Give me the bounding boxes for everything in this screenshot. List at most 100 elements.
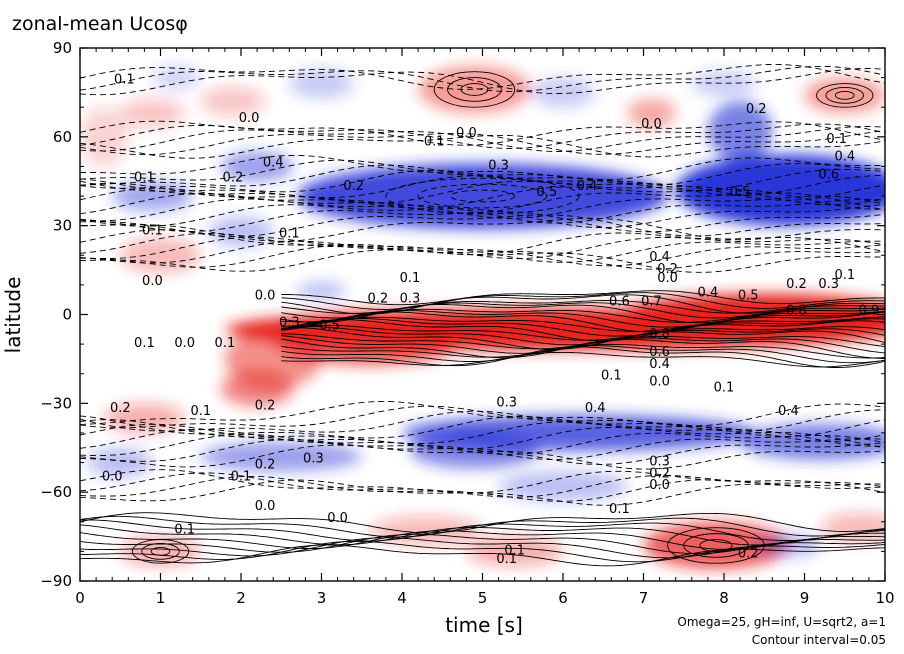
contour-label: 0.1	[142, 224, 163, 239]
contour-label: 0.1	[424, 135, 445, 150]
contour-positive	[281, 338, 885, 359]
contour-negative	[80, 182, 885, 210]
contour-negative	[80, 217, 885, 242]
x-tick-label: 6	[558, 589, 568, 607]
contour-label: 0.5	[319, 318, 340, 333]
contour-labels: 0.10.00.20.40.10.1 0.10.00.10.20.30.5 0.40…	[102, 73, 879, 568]
positive-anomaly	[627, 98, 676, 128]
positive-anomaly	[820, 512, 885, 543]
contour-label: 0.1	[834, 268, 855, 283]
contour-label: 0.1	[714, 381, 735, 396]
contour-ring	[667, 527, 765, 564]
x-tick-label: 4	[397, 589, 407, 607]
contour-label: 0.1	[215, 336, 236, 351]
contour-label: 0.4	[263, 155, 284, 170]
contour-label: 0.1	[601, 369, 622, 384]
contour-negative	[80, 120, 885, 146]
contour-negative	[80, 400, 885, 427]
contour-label: 0.1	[496, 552, 517, 567]
contour-label: 0.0	[174, 336, 195, 351]
contour-negative	[80, 203, 885, 228]
contour-label: 0.2	[255, 398, 276, 413]
contour-negative	[80, 229, 885, 256]
contour-label: 0.1	[609, 502, 630, 517]
contour-label: 0.4	[577, 179, 598, 194]
negative-anomaly	[200, 441, 362, 472]
contour-ring	[385, 177, 580, 215]
contour-lines	[80, 63, 885, 567]
contour-label: 0.1	[134, 336, 155, 351]
negative-anomaly	[297, 163, 668, 229]
contour-negative	[80, 405, 885, 432]
contour-label: 0.0	[327, 511, 348, 526]
contour-positive	[281, 345, 885, 364]
x-tick-label: 8	[719, 589, 729, 607]
negative-anomaly	[289, 68, 354, 99]
contour-positive	[281, 318, 885, 337]
contour-interval-note: Contour interval=0.05	[752, 633, 886, 647]
x-tick-label: 3	[317, 589, 327, 607]
contour-label: 0.2	[746, 102, 767, 117]
negative-anomaly	[740, 424, 885, 460]
contour-ring	[816, 83, 874, 108]
contour-label: 0.2	[368, 292, 389, 307]
contour-positive	[281, 346, 885, 368]
contour-negative	[80, 193, 885, 219]
contour-negative	[80, 428, 885, 455]
contour-label: 0.3	[496, 395, 517, 410]
contour-label: 0.3	[400, 292, 421, 307]
chart-title: zonal-mean Ucosφ	[12, 13, 188, 35]
contour-label: 0.2	[649, 466, 670, 481]
contour-label: 0.2	[223, 170, 244, 185]
contour-label: 0.4	[585, 401, 606, 416]
contour-negative	[80, 210, 885, 233]
x-axis-label: time [s]	[445, 613, 523, 637]
contour-label: 0.5	[537, 185, 558, 200]
y-tick-label: −90	[40, 572, 72, 590]
contour-positive	[281, 316, 885, 332]
contour-label: 0.2	[657, 262, 678, 277]
contour-negative	[80, 423, 885, 450]
contour-negative	[80, 154, 885, 181]
contour-label: 0.1	[114, 73, 135, 88]
contour-negative	[80, 415, 885, 442]
contour-positive	[281, 292, 885, 310]
negative-anomaly	[530, 77, 596, 108]
contour-ring	[699, 539, 733, 552]
contour-label: 0.6	[818, 167, 839, 182]
contour-ring	[460, 83, 489, 96]
contour-label: 0.1	[504, 543, 525, 558]
contour-label: 0.0	[649, 375, 670, 390]
contour-ring	[449, 189, 516, 203]
contour-positive	[281, 294, 885, 315]
contour-positive	[80, 544, 885, 567]
contour-label: 0.1	[231, 469, 252, 484]
positive-anomaly	[80, 107, 129, 167]
contour-ring	[131, 539, 190, 564]
contour-label: 0.0	[641, 117, 662, 132]
parameter-note: Omega=25, gH=inf, U=sqrt2, a=1	[677, 615, 886, 629]
contour-positive	[80, 524, 885, 546]
negative-anomaly	[675, 154, 885, 226]
contour-ring	[150, 546, 171, 556]
contour-ring	[825, 87, 864, 104]
contour-negative	[80, 419, 885, 447]
contour-label: 0.0	[255, 289, 276, 304]
contour-label: 0.1	[826, 132, 847, 147]
positive-anomaly	[220, 370, 294, 407]
y-tick-label: 90	[53, 39, 72, 57]
positive-anomaly	[200, 86, 266, 117]
contour-positive	[281, 351, 885, 368]
contour-label: 0.5	[738, 289, 759, 304]
contour-label: 0.1	[279, 227, 300, 242]
x-tick-label: 2	[236, 589, 246, 607]
contour-positive	[281, 311, 885, 333]
contour-negative	[80, 475, 885, 502]
contour-positive	[80, 540, 885, 563]
contour-label: 0.0	[657, 271, 678, 286]
negative-anomaly	[410, 432, 539, 469]
contour-positive	[281, 324, 885, 341]
y-axis-label: latitude	[1, 277, 25, 354]
contour-negative	[80, 245, 885, 270]
contour-label: 0.4	[778, 404, 799, 419]
